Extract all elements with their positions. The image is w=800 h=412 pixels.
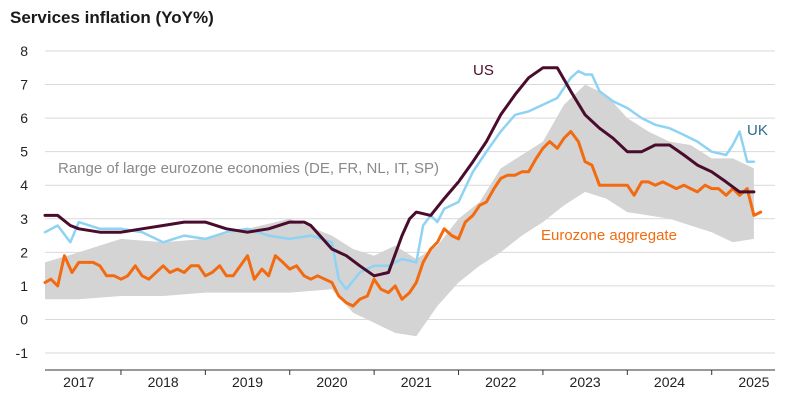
y-tick-label: 0: [20, 311, 28, 327]
y-tick-label: 3: [20, 211, 28, 227]
chart-title: Services inflation (YoY%): [10, 8, 214, 27]
range-band: [45, 84, 754, 337]
x-tick-label: 2019: [232, 374, 263, 390]
range-label-background: [53, 154, 458, 181]
x-tick-label: 2024: [654, 374, 685, 390]
x-tick-label: 2020: [316, 374, 347, 390]
y-tick-label: 2: [20, 244, 28, 260]
x-tick-label: 2021: [401, 374, 432, 390]
y-tick-label: 1: [20, 278, 28, 294]
series-line-us: [43, 66, 756, 278]
x-axis-ticks: 2017 2018 2019 2020 2021 2022 2023 2024 2025: [63, 370, 770, 390]
annotation-us: US: [473, 62, 494, 79]
annotation-uk: UK: [747, 122, 768, 139]
y-tick-label: 7: [20, 77, 28, 93]
annotation-eurozone-aggregate: Eurozone aggregate: [541, 227, 677, 244]
x-tick-label: 2017: [63, 374, 94, 390]
y-tick-label: -1: [16, 345, 29, 361]
x-tick-label: 2022: [485, 374, 516, 390]
y-tick-label: 8: [20, 43, 28, 59]
series-line-eurozone-aggregate: [43, 130, 763, 308]
range-band-layer: [45, 84, 754, 337]
annotation-range: Range of large eurozone economies (DE, F…: [58, 160, 439, 177]
x-tick-label: 2025: [738, 374, 769, 390]
y-axis-ticks: -1 0 1 2 3 4 5 6 7 8: [16, 43, 29, 361]
y-tick-label: 4: [20, 177, 28, 193]
series-lines: [43, 66, 763, 308]
y-tick-label: 5: [20, 144, 28, 160]
x-tick-label: 2018: [148, 374, 179, 390]
series-line-uk: [43, 69, 756, 291]
y-tick-label: 6: [20, 110, 28, 126]
x-tick-label: 2023: [570, 374, 601, 390]
